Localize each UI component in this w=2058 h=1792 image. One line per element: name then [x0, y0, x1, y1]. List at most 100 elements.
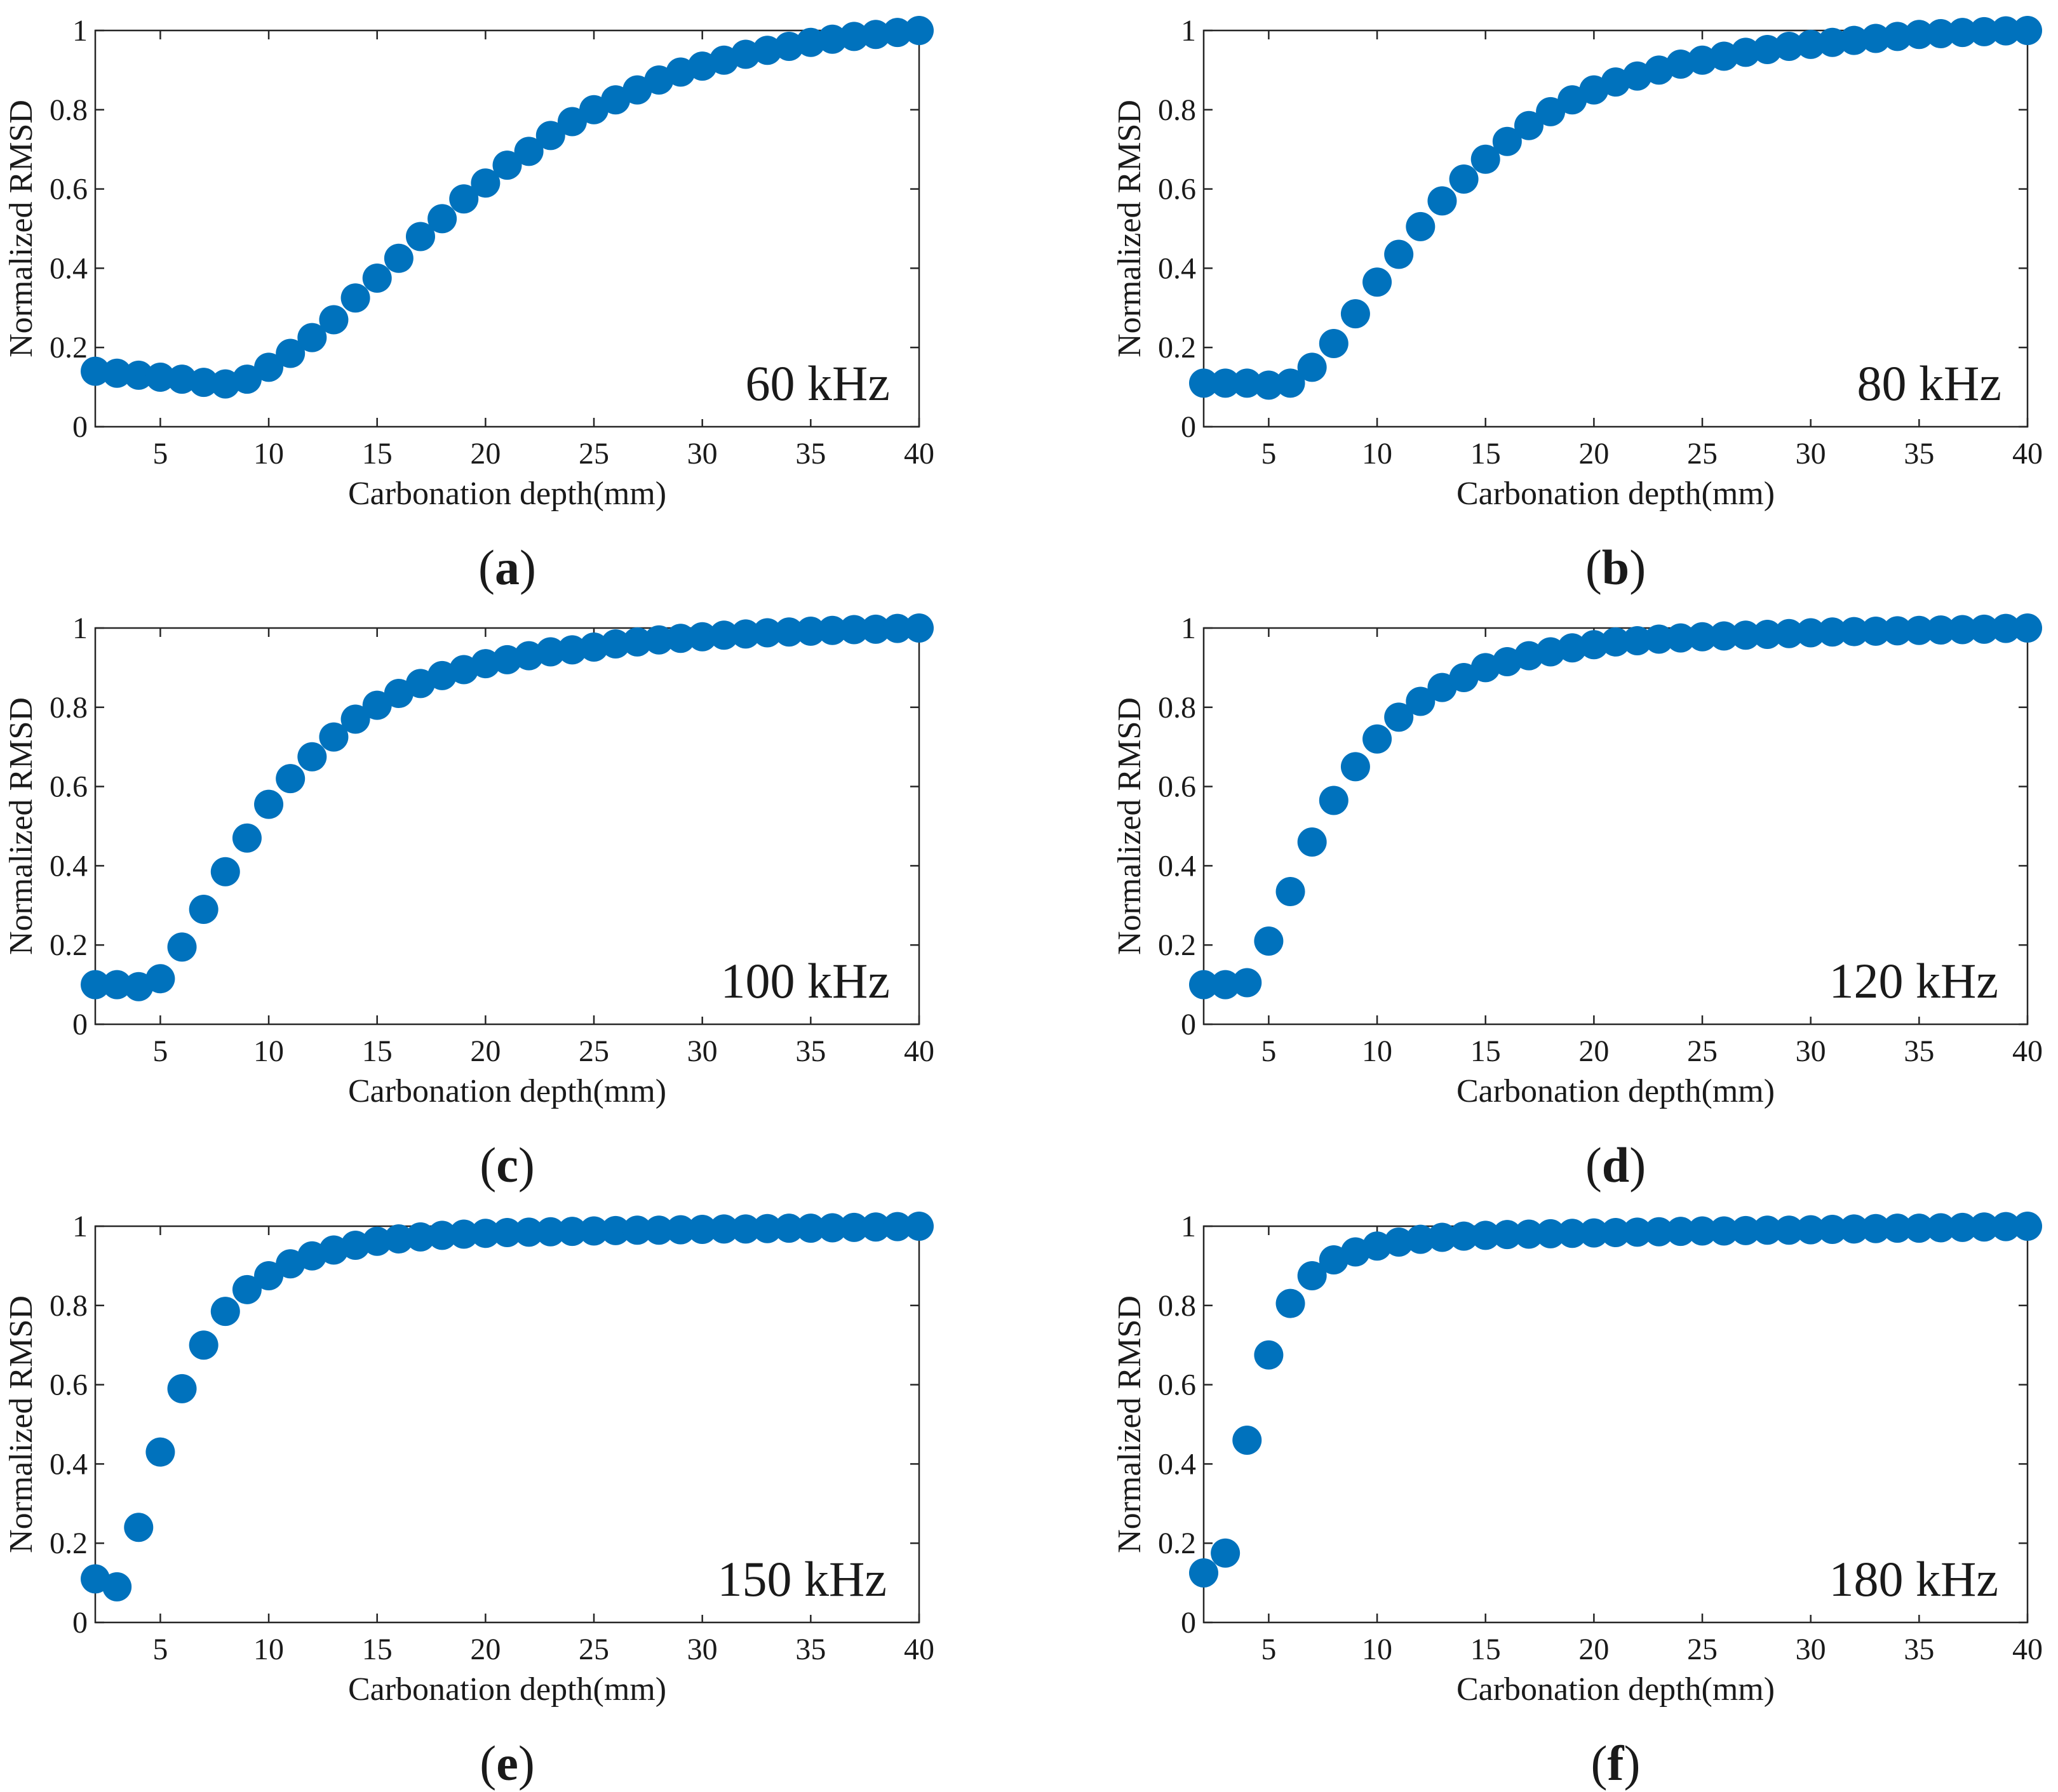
data-point — [1688, 45, 1718, 75]
data-point — [1189, 970, 1218, 1000]
data-point — [471, 649, 501, 679]
data-point — [1536, 1219, 1566, 1248]
data-point — [210, 1297, 240, 1327]
data-point — [189, 895, 219, 925]
data-point — [1449, 164, 1479, 194]
data-point — [1275, 1288, 1305, 1318]
data-point — [1665, 1217, 1695, 1247]
data-point — [276, 764, 306, 794]
axes-box — [94, 29, 920, 428]
y-axis-title: Normalized RMSD — [1112, 100, 1148, 358]
data-point — [1514, 110, 1544, 140]
y-tick-label: 0 — [1181, 1008, 1196, 1041]
data-point — [1904, 20, 1934, 50]
data-point — [687, 1214, 717, 1244]
y-tick-label: 0 — [72, 1008, 88, 1041]
data-point — [1319, 328, 1348, 358]
data-point — [839, 1212, 869, 1242]
data-point — [1470, 1220, 1500, 1250]
data-point — [1275, 876, 1305, 906]
x-tick-label: 5 — [1261, 1034, 1276, 1068]
data-point — [1579, 1218, 1609, 1248]
data-point — [102, 1572, 132, 1601]
annotation-background — [1799, 338, 2018, 419]
data-point — [297, 742, 327, 772]
data-point — [514, 641, 544, 671]
x-tick-label: 40 — [904, 437, 934, 471]
annotation-background — [652, 935, 906, 1017]
data-point — [319, 305, 349, 335]
frequency-label: 120 kHz — [1829, 953, 1998, 1008]
data-point — [81, 970, 110, 1000]
y-tick-label: 0.8 — [1158, 1289, 1196, 1323]
data-point — [1774, 1215, 1804, 1245]
data-point — [1319, 786, 1348, 815]
panel-f: 5 10 15 20 25 30 35 40 0 0.2 0.4 0.6 0.8 1 180 kHz Carb… — [1112, 1210, 2043, 1791]
y-tick-label: 0.6 — [1158, 1368, 1196, 1402]
data-point — [1969, 614, 1999, 644]
data-point — [1536, 637, 1566, 667]
panel-c: 5 10 15 20 25 30 35 40 0 0.2 0.4 0.6 0.8 1 100 kHz Carb… — [3, 612, 934, 1193]
data-point — [557, 1217, 587, 1247]
y-axis-title: Normalized RMSD — [3, 697, 39, 955]
data-point — [1340, 752, 1370, 782]
x-axis-title: Carbonation depth(mm) — [1456, 1671, 1775, 1708]
x-tick-label: 15 — [1470, 1633, 1501, 1666]
data-point — [167, 364, 197, 394]
data-point — [1189, 368, 1218, 398]
x-tick-label: 5 — [1261, 437, 1276, 471]
y-tick-label: 0.4 — [50, 849, 88, 883]
data-point — [730, 619, 760, 649]
x-tick-label: 15 — [362, 1034, 393, 1068]
data-point — [102, 970, 132, 1000]
data-point — [905, 1212, 934, 1241]
y-tick-label: 1 — [1181, 1210, 1196, 1243]
data-point — [579, 632, 609, 662]
x-tick-label: 25 — [1687, 1034, 1718, 1068]
x-tick-label: 15 — [362, 1633, 393, 1666]
data-point — [622, 1215, 652, 1245]
y-tick-label: 0.2 — [50, 331, 88, 364]
data-point — [427, 204, 457, 234]
data-point — [1362, 267, 1392, 297]
data-point — [232, 1274, 262, 1304]
x-tick-label: 10 — [253, 1633, 284, 1666]
y-axis-title: Normalized RMSD — [1112, 697, 1148, 955]
data-point — [1688, 622, 1718, 652]
annotation-background — [636, 1534, 903, 1615]
y-tick-label: 0 — [1181, 1606, 1196, 1640]
frequency-label: 150 kHz — [718, 1551, 887, 1607]
data-point — [232, 364, 262, 394]
frequency-label: 80 kHz — [1857, 356, 2001, 411]
data-point — [1622, 625, 1652, 655]
data-point — [1427, 1222, 1457, 1252]
data-point — [492, 150, 522, 180]
axes-box — [94, 627, 920, 1026]
data-point — [666, 624, 696, 653]
y-tick-label: 0.6 — [50, 770, 88, 804]
data-point — [1969, 1212, 1999, 1242]
data-point — [1883, 22, 1913, 51]
data-point — [1774, 619, 1804, 648]
data-point — [1232, 368, 1262, 398]
data-point — [1991, 1212, 2021, 1241]
x-tick-label: 30 — [1796, 437, 1826, 471]
x-tick-label: 40 — [904, 1633, 934, 1666]
y-tick-label: 0.4 — [1158, 251, 1196, 285]
y-tick-label: 0.6 — [50, 1368, 88, 1402]
y-tick-label: 1 — [72, 612, 88, 645]
data-point — [774, 31, 804, 61]
y-tick-label: 0.2 — [1158, 928, 1196, 962]
x-axis-title: Carbonation depth(mm) — [1456, 1073, 1775, 1109]
data-point — [1817, 27, 1847, 57]
frequency-label: 180 kHz — [1829, 1551, 1998, 1607]
data-point — [1644, 1217, 1674, 1247]
x-tick-label: 35 — [795, 1034, 826, 1068]
x-tick-label: 30 — [1796, 1034, 1826, 1068]
data-point — [405, 1222, 435, 1252]
data-point — [1340, 299, 1370, 329]
data-point — [817, 24, 847, 54]
data-point — [514, 137, 544, 166]
data-point — [1752, 1215, 1782, 1245]
data-point — [254, 352, 284, 382]
